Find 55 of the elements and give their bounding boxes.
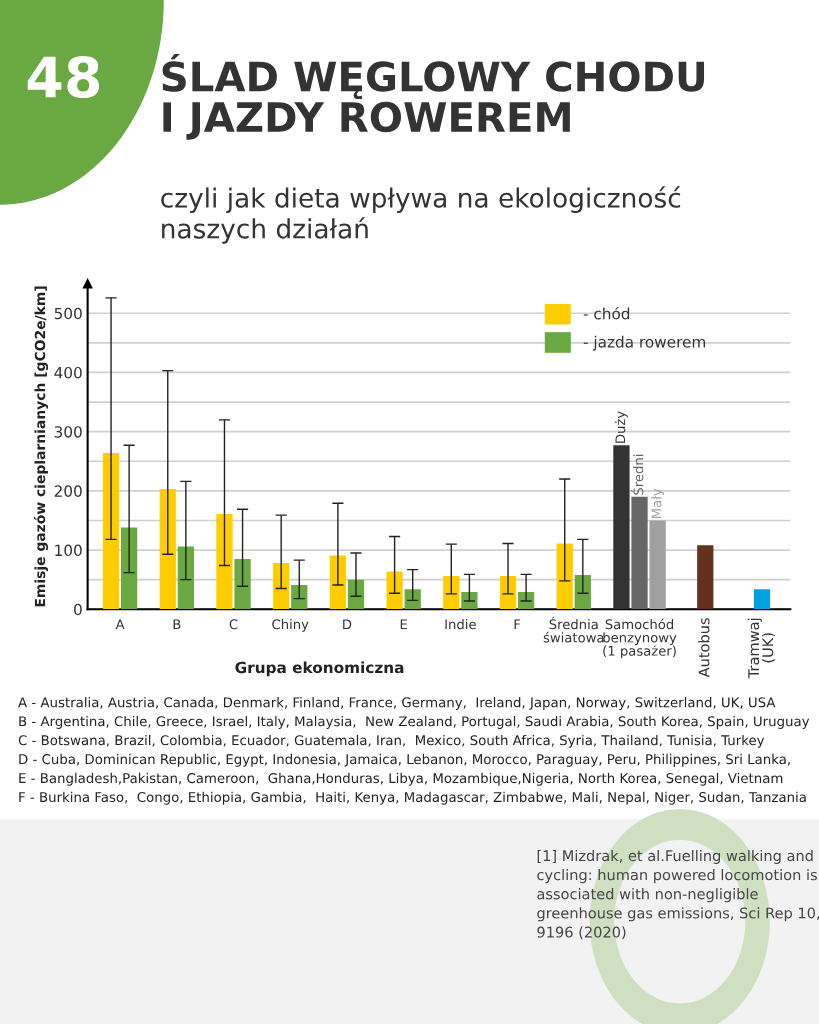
x-tick-label: F	[514, 619, 521, 630]
text: D - Cuba, Dominican Republic, Egypt, Indonesia, Jamaica, Lebanon, Morocco, Paraguay, Peru, Philippines, Sri Lanka,	[19, 753, 790, 767]
bar	[102, 452, 120, 610]
x-tick-label: D	[343, 619, 352, 630]
bar	[216, 513, 233, 610]
x-tick-label: A	[115, 619, 125, 630]
text: 48	[27, 56, 100, 99]
x-tick-label: C	[229, 619, 238, 630]
y-tick-label: 100	[55, 544, 82, 557]
text: F - Burkina Faso, Congo, Ethiopia, Gambia, Haiti, Kenya, Madagascar, Zimbabwe, Mali, Nepal, Niger, Sudan, Tanzania	[19, 791, 806, 805]
text: Duży	[615, 411, 628, 443]
y-tick-label: 0	[74, 603, 82, 616]
x-axis-title: Grupa ekonomiczna	[235, 661, 404, 677]
bar	[273, 563, 290, 610]
bar	[613, 445, 630, 610]
text: C - Botswana, Brazil, Colombia, Ecuador, Guatemala, Iran, Mexico, South Africa, Syria, Thailand, Tunisia, Turkey	[18, 734, 765, 748]
legend-label: - chód	[583, 306, 630, 320]
bar	[159, 489, 176, 610]
text: Mały	[651, 488, 664, 518]
bar	[631, 496, 648, 610]
x-tick-label: B	[173, 619, 181, 630]
text: B - Argentina, Chile, Greece, Israel, Italy, Malaysia, New Zealand, Portugal, Saudi Arabia, South Korea, Spain, Uruguay	[19, 715, 810, 729]
x-tick-label: E	[400, 619, 407, 630]
x-tick-label: Chiny	[272, 619, 309, 632]
x-tick-label: Autobus	[698, 618, 710, 678]
bar	[556, 543, 573, 610]
bar	[574, 574, 591, 610]
bar	[404, 589, 421, 610]
bar	[461, 592, 478, 610]
text: A - Australia, Austria, Canada, Denmark, Finland, France, Germany, Ireland, Japan, Norway, Switzerland, UK, USA	[18, 697, 776, 710]
y-tick-label: 200	[54, 485, 82, 497]
text: E - Bangladesh,Pakistan, Cameroon, Ghana,Honduras, Libya, Mozambique,Nigeria, North Korea, Senegal, Vietnam	[19, 772, 783, 786]
y-tick-label: 500	[54, 307, 82, 320]
y-axis-title: Emisje gazów cieplarnianych [gCO2e/km]	[33, 286, 49, 607]
y-tick-label: 400	[54, 366, 82, 379]
x-tick-label: Tramwaj (UK)	[747, 618, 775, 679]
y-tick-label: 300	[54, 426, 82, 438]
x-tick-label: Indie	[445, 619, 476, 630]
bar	[753, 589, 771, 610]
chart-title: ŚLAD WĘGLOWY CHODU I JAZDY ROWEREM	[162, 53, 705, 140]
x-tick-label: Samochód benzynowy (1 pasażer)	[603, 618, 677, 659]
chart-subtitle: czyli jak dieta wpływa na ekologiczność naszych działań	[161, 186, 681, 244]
text: Średni	[630, 454, 644, 495]
bar	[291, 585, 308, 610]
legend-label: - jazda rowerem	[583, 335, 706, 351]
text: [1] Mizdrak, et al.Fuelling walking and cycling: human powered locomotion is associated with non-negligible greenhouse gas emissions, Sci Rep 10, 9196 (2020)	[537, 849, 819, 940]
bar	[697, 545, 714, 610]
bar	[649, 520, 666, 610]
bar	[443, 576, 460, 610]
bar	[234, 558, 251, 610]
bar	[177, 546, 194, 610]
bar	[329, 555, 347, 610]
bar	[386, 571, 403, 610]
x-tick-label: Średnia światowa	[543, 616, 604, 643]
bar	[121, 527, 138, 610]
